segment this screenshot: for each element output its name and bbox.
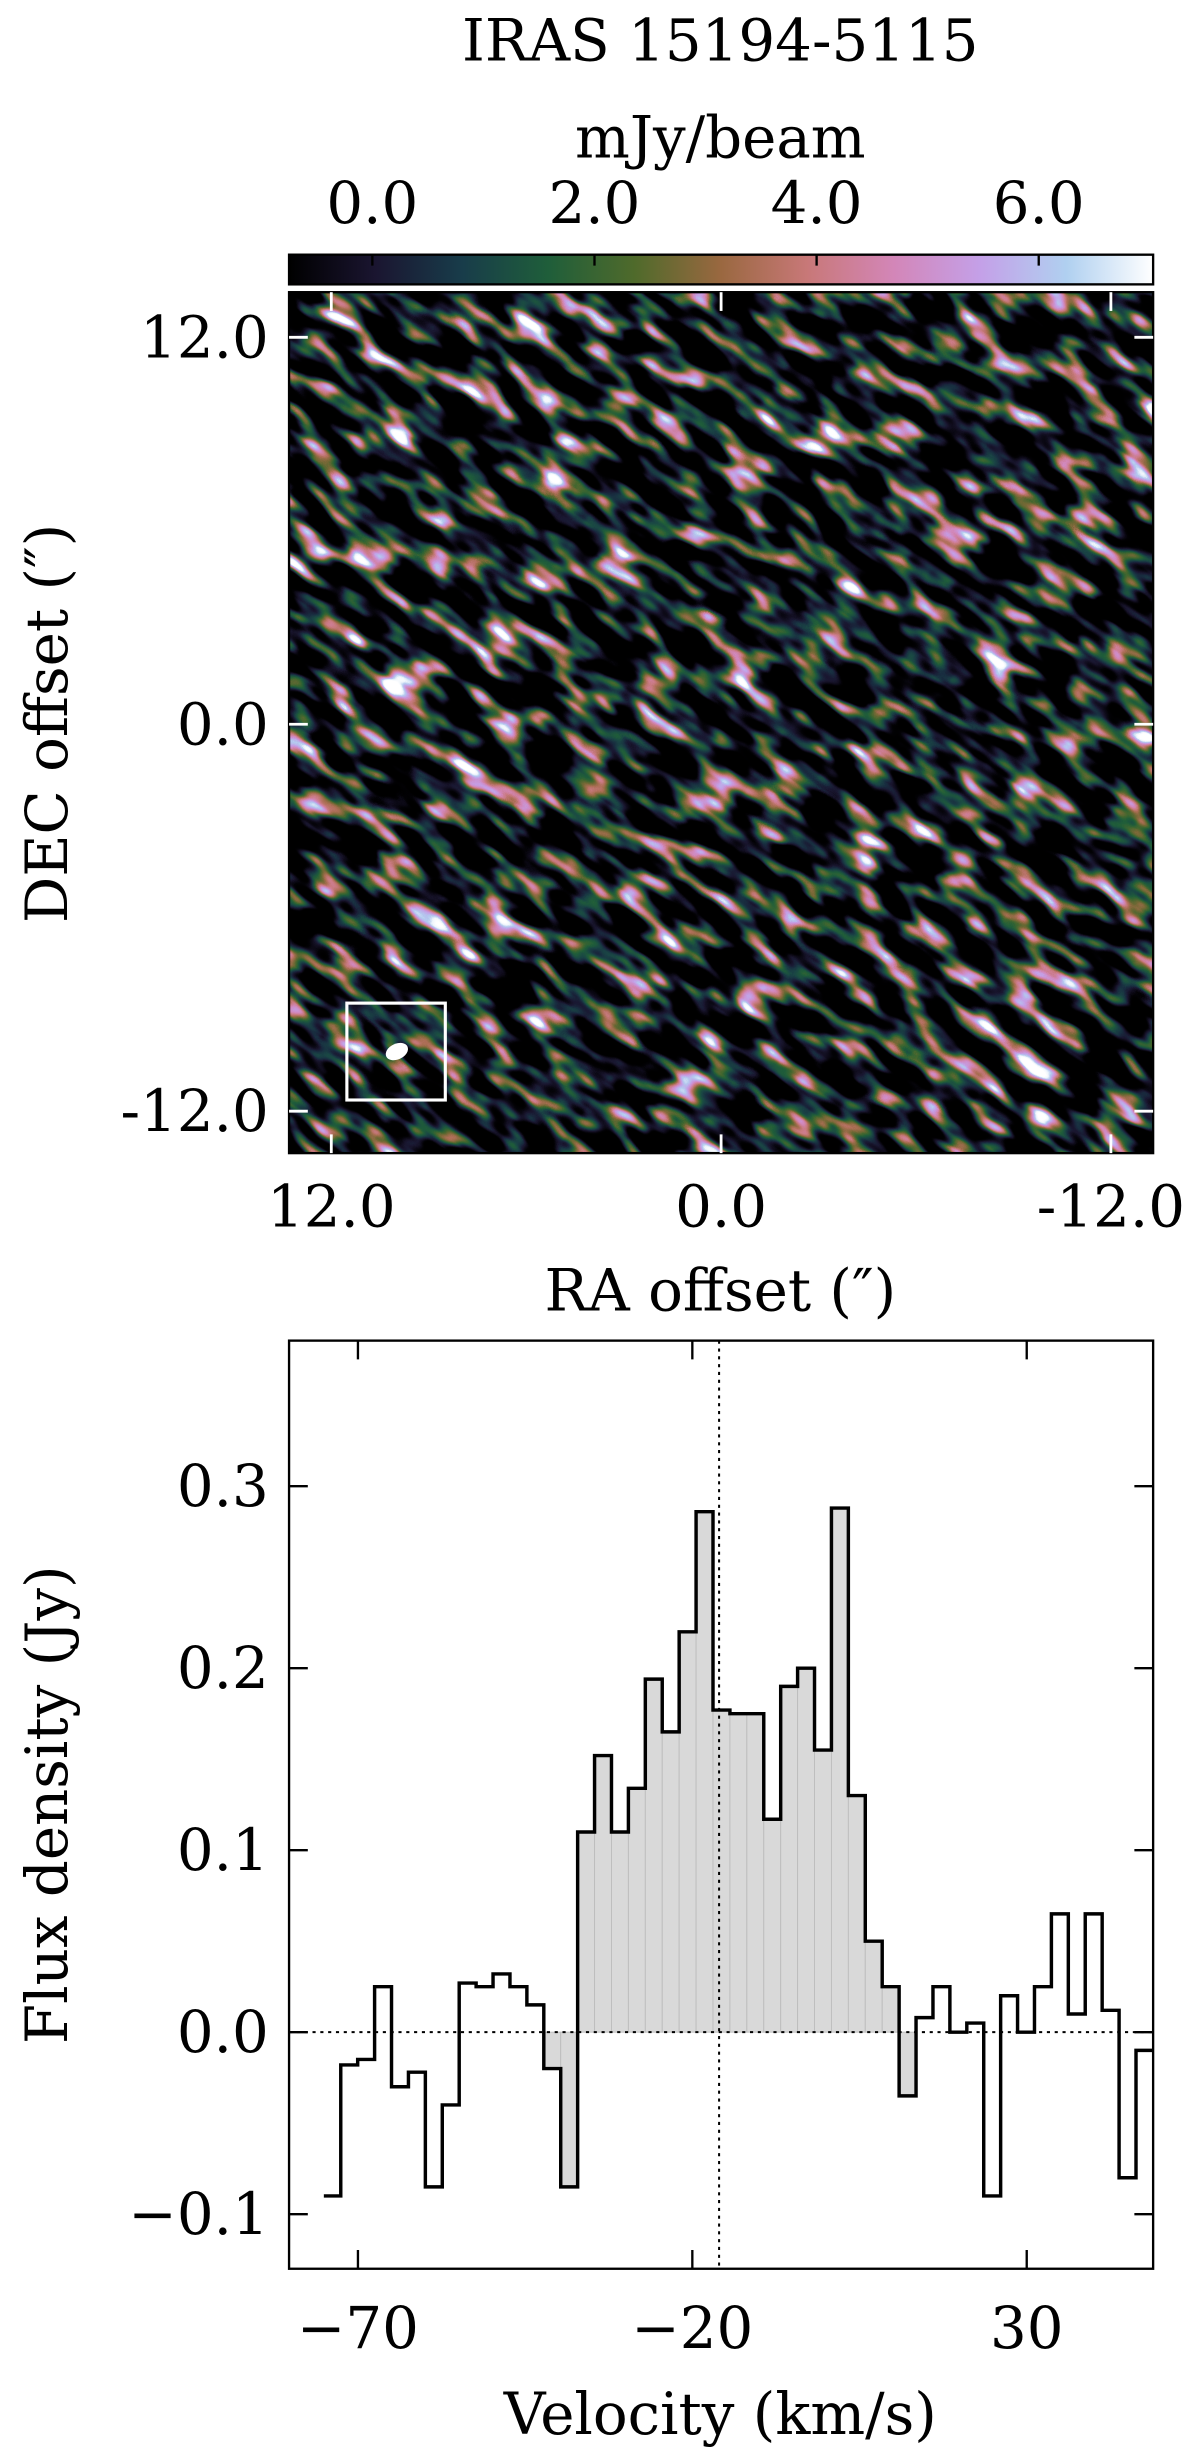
filled-bin bbox=[644, 1678, 663, 2033]
filled-bin bbox=[627, 1787, 646, 2033]
colorbar-tick-label: 2.0 bbox=[549, 169, 641, 237]
x-axis-label: RA offset (″) bbox=[544, 1257, 896, 1325]
y-tick-label: 0.1 bbox=[177, 1816, 269, 1884]
x-tick-label: 0.0 bbox=[675, 1172, 767, 1240]
x-tick-label: −70 bbox=[297, 2294, 419, 2362]
filled-bin bbox=[780, 1685, 799, 2033]
beam-box bbox=[345, 1001, 447, 1102]
filled-bin bbox=[594, 1755, 612, 2033]
filled-bin bbox=[847, 1795, 866, 2033]
x-axis-label: Velocity (km/s) bbox=[503, 2380, 937, 2448]
y-tick-label: 0.2 bbox=[177, 1634, 269, 1702]
map-image bbox=[289, 292, 1154, 1154]
colorbar-label: mJy/beam bbox=[575, 104, 866, 172]
x-tick-label: 30 bbox=[990, 2294, 1064, 2362]
x-tick-label: −20 bbox=[631, 2294, 753, 2362]
filled-bin bbox=[611, 1831, 629, 2033]
filled-bin bbox=[695, 1511, 714, 2033]
step-line bbox=[323, 1506, 1153, 2198]
y-tick-label: 12.0 bbox=[140, 303, 269, 371]
y-tick-label: 0.3 bbox=[177, 1452, 269, 1520]
y-axis-label: Flux density (Jy) bbox=[13, 1565, 81, 2044]
colorbar-tick-label: 4.0 bbox=[771, 169, 863, 237]
map-texture bbox=[289, 292, 1154, 1154]
y-tick-label: -12.0 bbox=[121, 1077, 269, 1145]
filled-bin bbox=[864, 1940, 883, 2033]
y-tick-label: 0.0 bbox=[177, 1998, 269, 2066]
filled-bin bbox=[560, 2031, 579, 2188]
filled-bin bbox=[746, 1713, 765, 2033]
x-tick-label: 12.0 bbox=[267, 1172, 396, 1240]
filled-bin bbox=[712, 1709, 731, 2033]
filled-bin bbox=[678, 1631, 697, 2033]
filled-bin bbox=[729, 1713, 748, 2033]
filled-bin bbox=[898, 2031, 917, 2097]
y-tick-label: −0.1 bbox=[128, 2180, 268, 2248]
colorbar-tick-label: 6.0 bbox=[993, 169, 1085, 237]
colorbar bbox=[287, 253, 1155, 286]
filled-bin bbox=[797, 1667, 815, 2033]
filled-bin bbox=[763, 1818, 782, 2033]
filled-bin bbox=[814, 1749, 832, 2033]
beam bbox=[385, 1042, 408, 1061]
y-axis-label: DEC offset (″) bbox=[13, 524, 81, 923]
filled-bin bbox=[577, 1831, 596, 2033]
title: IRAS 15194-5115 bbox=[462, 7, 979, 75]
y-tick-label: 0.0 bbox=[177, 690, 269, 758]
filled-bin bbox=[661, 1731, 680, 2033]
colorbar-tick-label: 0.0 bbox=[326, 169, 418, 237]
x-tick-label: -12.0 bbox=[1037, 1172, 1185, 1240]
filled-bin bbox=[543, 2031, 562, 2070]
filled-bin bbox=[881, 1986, 900, 2033]
filled-bin bbox=[830, 1507, 849, 2033]
plot-frame bbox=[287, 1339, 1155, 2270]
